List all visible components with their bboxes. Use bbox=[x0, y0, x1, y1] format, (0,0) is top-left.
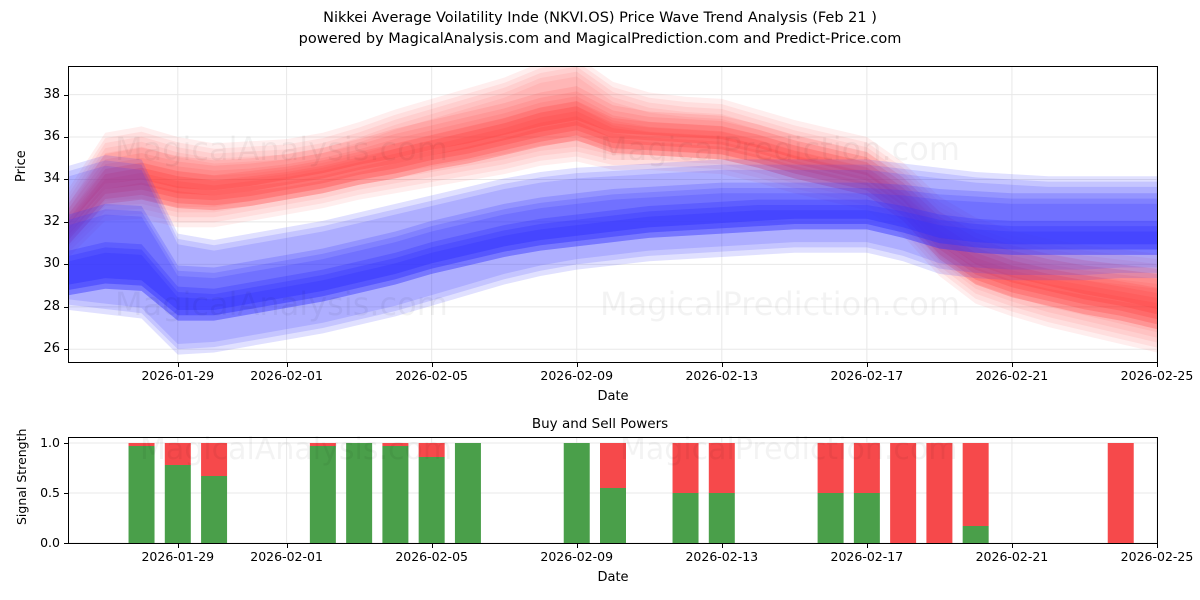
buy-power-bar bbox=[962, 526, 989, 543]
buy-power-bar bbox=[454, 443, 481, 543]
buy-power-bar bbox=[817, 493, 844, 543]
signal-x-tick-label: 2026-02-25 bbox=[1120, 549, 1194, 564]
sell-power-bar bbox=[708, 443, 735, 493]
price-x-tick-label: 2026-02-21 bbox=[975, 368, 1049, 383]
price-x-tick-mark bbox=[866, 363, 868, 367]
signal-x-tick-label: 2026-01-29 bbox=[141, 549, 215, 564]
chart-title-block: Nikkei Average Voilatility Inde (NKVI.OS… bbox=[0, 8, 1200, 50]
sell-power-bar bbox=[817, 443, 844, 493]
price-y-tick-label: 36 bbox=[43, 129, 60, 145]
signal-x-tick-mark bbox=[1011, 544, 1013, 548]
price-x-tick-label: 2026-02-17 bbox=[830, 368, 904, 383]
buy-power-bar bbox=[853, 493, 880, 543]
signal-strength-axis-label: Signal Strength bbox=[14, 428, 29, 525]
buy-power-bar bbox=[672, 493, 699, 543]
price-y-tick-label: 38 bbox=[43, 86, 60, 102]
price-x-tick-label: 2026-02-05 bbox=[395, 368, 468, 383]
signal-x-tick-label: 2026-02-05 bbox=[395, 549, 468, 564]
sell-power-bar bbox=[672, 443, 699, 493]
sell-power-bar bbox=[164, 443, 191, 465]
page-title-line-2: powered by MagicalAnalysis.com and Magic… bbox=[298, 31, 902, 47]
price-y-tick-label: 28 bbox=[43, 298, 60, 314]
signal-x-axis-title: Date bbox=[597, 570, 629, 585]
price-x-tick-label: 2026-02-13 bbox=[685, 368, 759, 383]
signal-y-tick-label: 0.5 bbox=[40, 485, 60, 500]
sell-power-bar bbox=[309, 443, 336, 446]
price-y-tick-label: 34 bbox=[43, 171, 60, 187]
price-y-tick-label: 32 bbox=[43, 213, 60, 229]
sell-power-bar bbox=[418, 443, 445, 457]
page-title-line-1: Nikkei Average Voilatility Inde (NKVI.OS… bbox=[323, 10, 877, 26]
signal-x-tick-mark bbox=[1157, 544, 1158, 548]
buy-power-bar bbox=[418, 457, 445, 543]
buy-power-bar bbox=[201, 476, 228, 543]
signal-x-tick-label: 2026-02-13 bbox=[685, 549, 759, 564]
signal-x-tick-mark bbox=[286, 544, 288, 548]
price-x-tick-mark bbox=[286, 363, 288, 367]
signal-y-tick-label: 1.0 bbox=[40, 435, 60, 450]
buy-power-bar bbox=[382, 446, 409, 543]
price-x-axis-title: Date bbox=[597, 389, 629, 404]
price-x-tick-mark bbox=[721, 363, 723, 367]
price-wave-svg bbox=[69, 67, 1157, 362]
price-chart-plot-area bbox=[68, 66, 1158, 363]
sell-power-bar bbox=[600, 443, 626, 488]
buy-power-bar bbox=[708, 493, 735, 543]
price-x-tick-mark bbox=[177, 363, 179, 367]
sell-power-bar bbox=[926, 443, 953, 543]
signal-y-tick-label: 0.0 bbox=[40, 535, 60, 550]
buy-power-bar bbox=[128, 446, 155, 543]
price-x-tick-label: 2026-02-01 bbox=[250, 368, 323, 383]
sell-power-bar bbox=[382, 443, 409, 446]
price-y-tick-label: 26 bbox=[43, 341, 60, 357]
buy-power-bar bbox=[600, 488, 626, 543]
signal-x-tick-mark bbox=[431, 544, 433, 548]
signal-x-tick-label: 2026-02-01 bbox=[250, 549, 323, 564]
signal-x-tick-mark bbox=[866, 544, 868, 548]
buy-power-bar bbox=[563, 443, 590, 543]
price-x-tick-mark bbox=[576, 363, 578, 367]
buy-power-bar bbox=[309, 446, 336, 543]
price-axis-label: Price bbox=[14, 150, 29, 182]
price-x-tick-label: 2026-02-25 bbox=[1120, 368, 1194, 383]
price-x-tick-mark bbox=[1157, 363, 1158, 367]
sell-power-bar bbox=[853, 443, 880, 493]
sell-power-bar bbox=[890, 443, 917, 543]
price-x-tick-label: 2026-02-09 bbox=[540, 368, 614, 383]
sell-power-bar bbox=[962, 443, 989, 526]
price-x-tick-label: 2026-01-29 bbox=[141, 368, 215, 383]
signal-x-tick-mark bbox=[721, 544, 723, 548]
sell-power-bar bbox=[201, 443, 228, 476]
signal-x-tick-label: 2026-02-21 bbox=[975, 549, 1049, 564]
price-x-tick-mark bbox=[1011, 363, 1013, 367]
signal-x-tick-label: 2026-02-17 bbox=[830, 549, 904, 564]
power-chart-title: Buy and Sell Powers bbox=[531, 416, 669, 432]
buy-power-bar bbox=[164, 465, 191, 543]
sell-power-bar bbox=[128, 443, 155, 446]
buy-power-bar bbox=[346, 443, 373, 543]
price-x-tick-mark bbox=[431, 363, 433, 367]
power-chart-plot-area bbox=[68, 437, 1158, 544]
signal-x-tick-label: 2026-02-09 bbox=[540, 549, 614, 564]
sell-power-bar bbox=[1107, 443, 1134, 543]
price-y-tick-label: 30 bbox=[43, 256, 60, 272]
buy-sell-bars-svg bbox=[69, 438, 1157, 543]
signal-x-tick-mark bbox=[576, 544, 578, 548]
signal-x-tick-mark bbox=[177, 544, 179, 548]
